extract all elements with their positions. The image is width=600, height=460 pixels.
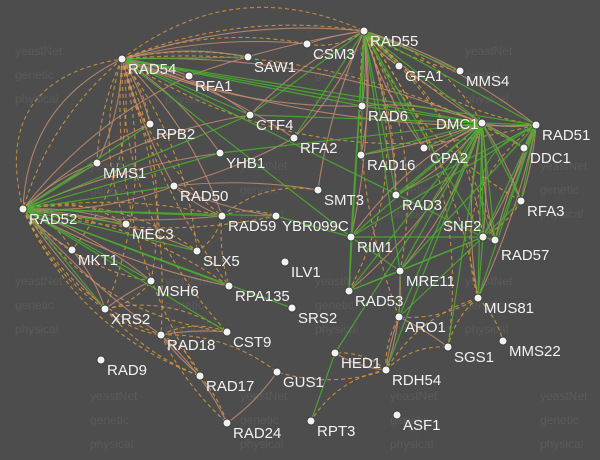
svg-text:RAD51: RAD51 bbox=[542, 127, 590, 144]
svg-text:yeastNet: yeastNet bbox=[465, 274, 513, 288]
svg-text:MMS22: MMS22 bbox=[509, 343, 561, 360]
svg-text:ASF1: ASF1 bbox=[403, 417, 441, 434]
svg-text:MKT1: MKT1 bbox=[78, 252, 118, 269]
svg-text:RFA3: RFA3 bbox=[527, 203, 565, 220]
svg-text:DDC1: DDC1 bbox=[530, 150, 571, 167]
svg-text:physical: physical bbox=[15, 322, 58, 336]
svg-text:SLX5: SLX5 bbox=[203, 253, 240, 270]
svg-text:SAW1: SAW1 bbox=[254, 59, 296, 76]
svg-text:SGS1: SGS1 bbox=[454, 349, 494, 366]
svg-text:RAD6: RAD6 bbox=[368, 108, 408, 125]
svg-text:GUS1: GUS1 bbox=[283, 374, 324, 391]
svg-text:RAD53: RAD53 bbox=[355, 293, 403, 310]
svg-text:RPA135: RPA135 bbox=[235, 288, 290, 305]
svg-text:RAD54: RAD54 bbox=[128, 61, 176, 78]
svg-text:yeastNet: yeastNet bbox=[90, 389, 138, 403]
svg-text:genetic: genetic bbox=[90, 413, 129, 427]
svg-text:CTF4: CTF4 bbox=[256, 117, 294, 134]
svg-text:physical: physical bbox=[90, 437, 133, 451]
svg-text:yeastNet: yeastNet bbox=[540, 389, 588, 403]
svg-text:RDH54: RDH54 bbox=[392, 372, 441, 389]
svg-text:CSM3: CSM3 bbox=[313, 46, 355, 63]
svg-text:RAD52: RAD52 bbox=[29, 211, 77, 228]
svg-text:MMS1: MMS1 bbox=[103, 165, 146, 182]
svg-text:RIM1: RIM1 bbox=[357, 239, 393, 256]
svg-text:CPA2: CPA2 bbox=[430, 150, 468, 167]
svg-text:DMC1: DMC1 bbox=[436, 116, 479, 133]
svg-text:genetic: genetic bbox=[15, 298, 54, 312]
svg-text:RAD18: RAD18 bbox=[167, 337, 215, 354]
svg-text:RAD50: RAD50 bbox=[180, 188, 228, 205]
svg-text:genetic: genetic bbox=[15, 68, 54, 82]
svg-text:genetic: genetic bbox=[540, 183, 579, 197]
svg-text:RAD17: RAD17 bbox=[206, 378, 254, 395]
svg-text:RFA1: RFA1 bbox=[195, 78, 233, 95]
svg-text:genetic: genetic bbox=[540, 413, 579, 427]
svg-text:MMS4: MMS4 bbox=[466, 73, 509, 90]
svg-text:RAD16: RAD16 bbox=[367, 157, 415, 174]
svg-text:RAD57: RAD57 bbox=[501, 247, 549, 264]
svg-text:MEC3: MEC3 bbox=[132, 226, 174, 243]
svg-text:yeastNet: yeastNet bbox=[15, 44, 63, 58]
svg-text:CST9: CST9 bbox=[233, 334, 271, 351]
svg-text:SNF2: SNF2 bbox=[443, 218, 481, 235]
svg-text:genetic: genetic bbox=[165, 298, 204, 312]
svg-text:ILV1: ILV1 bbox=[291, 264, 321, 281]
svg-text:RAD9: RAD9 bbox=[107, 362, 147, 379]
svg-text:YBR099C: YBR099C bbox=[282, 218, 349, 235]
svg-text:MSH6: MSH6 bbox=[157, 283, 199, 300]
svg-text:MRE11: MRE11 bbox=[406, 273, 455, 290]
svg-text:yeastNet: yeastNet bbox=[465, 44, 513, 58]
svg-text:physical: physical bbox=[465, 322, 508, 336]
svg-text:RFA2: RFA2 bbox=[300, 140, 338, 157]
svg-text:physical: physical bbox=[540, 437, 583, 451]
svg-text:RPT3: RPT3 bbox=[317, 423, 355, 440]
svg-text:XRS2: XRS2 bbox=[111, 311, 150, 328]
svg-text:physical: physical bbox=[390, 437, 433, 451]
svg-text:RAD55: RAD55 bbox=[370, 33, 418, 50]
svg-text:RPB2: RPB2 bbox=[156, 126, 195, 143]
svg-text:RAD3: RAD3 bbox=[402, 197, 442, 214]
svg-text:GFA1: GFA1 bbox=[405, 68, 443, 85]
svg-text:ARO1: ARO1 bbox=[405, 319, 446, 336]
svg-text:SMT3: SMT3 bbox=[324, 192, 364, 209]
svg-text:RAD24: RAD24 bbox=[233, 425, 281, 442]
svg-text:RAD59: RAD59 bbox=[228, 218, 276, 235]
svg-text:HED1: HED1 bbox=[341, 355, 381, 372]
svg-text:yeastNet: yeastNet bbox=[315, 274, 363, 288]
svg-text:yeastNet: yeastNet bbox=[15, 274, 63, 288]
svg-text:YHB1: YHB1 bbox=[226, 155, 265, 172]
svg-text:yeastNet: yeastNet bbox=[390, 389, 438, 403]
svg-text:physical: physical bbox=[465, 92, 508, 106]
svg-text:SRS2: SRS2 bbox=[298, 310, 337, 327]
svg-text:MUS81: MUS81 bbox=[484, 300, 534, 317]
